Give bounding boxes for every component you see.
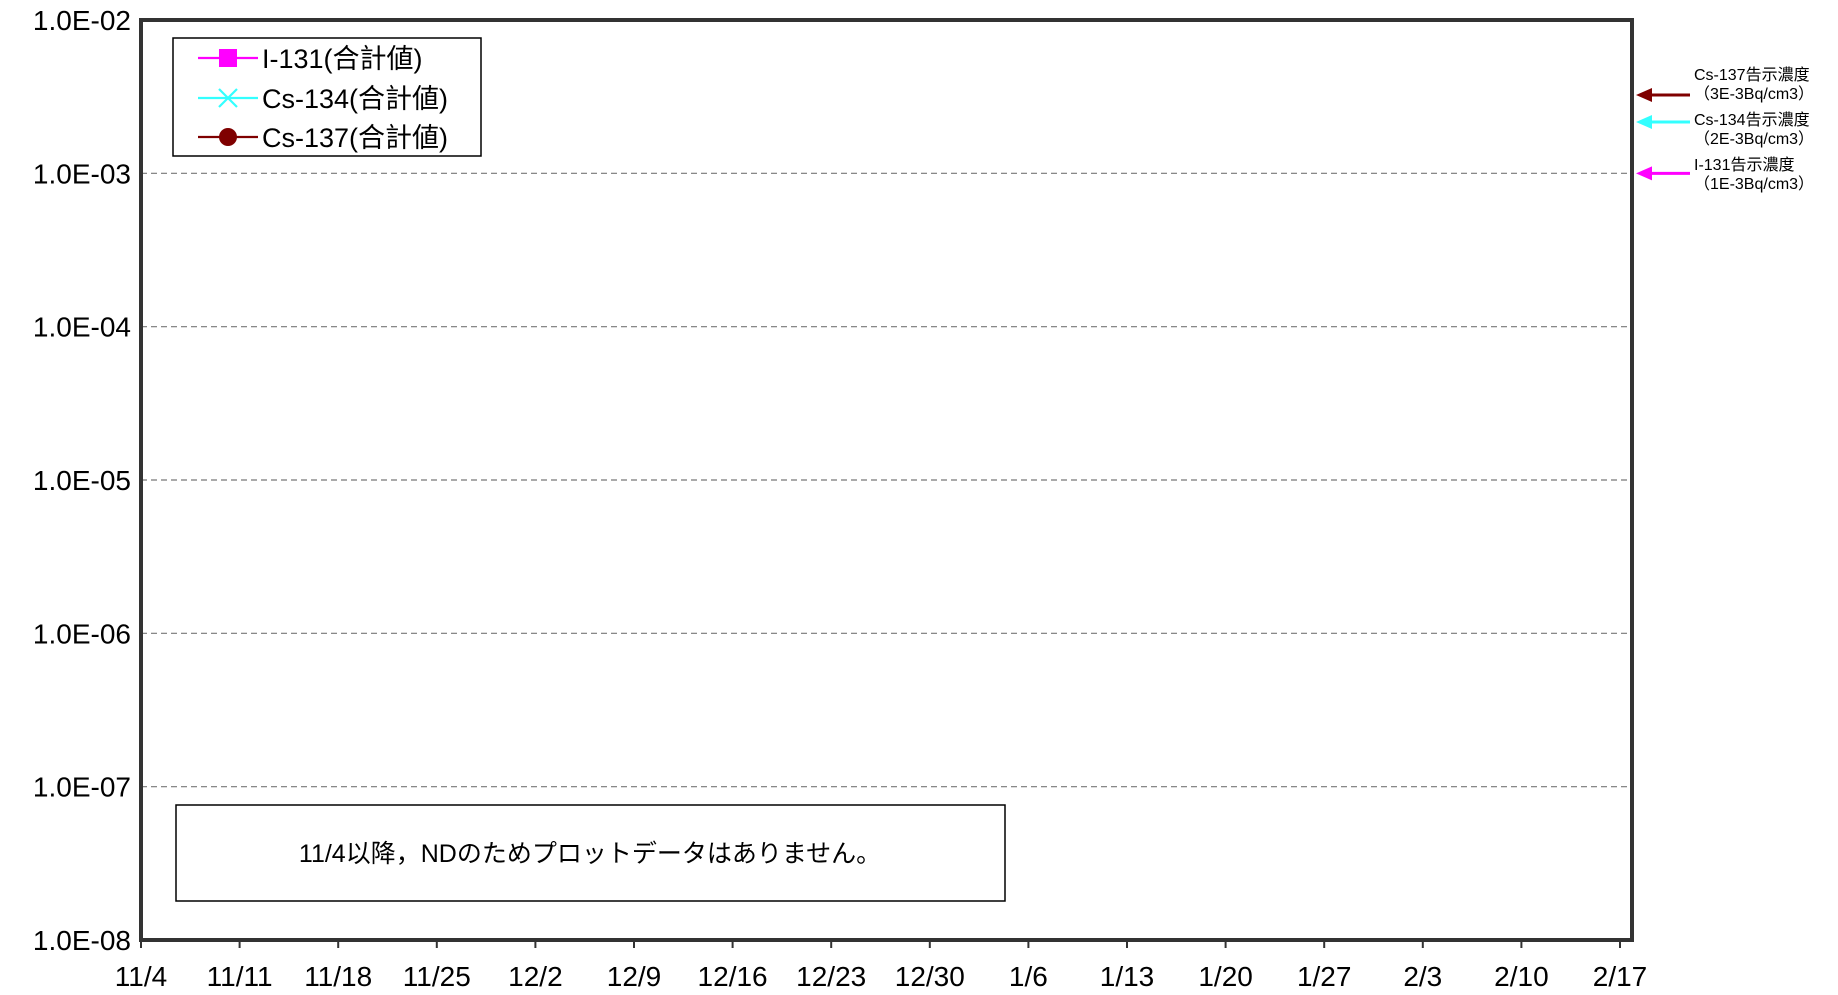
note-box bbox=[175, 804, 1006, 902]
x-tick-label: 11/25 bbox=[403, 961, 471, 992]
x-tick-label: 1/27 bbox=[1297, 961, 1352, 992]
x-tick-label: 12/16 bbox=[698, 961, 768, 992]
reference-label: I-131告示濃度 bbox=[1694, 156, 1794, 174]
reference-arrow-head bbox=[1636, 88, 1652, 102]
x-tick-label: 11/18 bbox=[304, 961, 372, 992]
reference-line-markers: Cs-137告示濃度（3E-3Bq/cm3） Cs-134告示濃度（2E-3Bq/… bbox=[1636, 66, 1814, 193]
reference-label: Cs-134告示濃度 bbox=[1694, 111, 1810, 129]
x-tick-label: 12/9 bbox=[607, 961, 662, 992]
x-tick-label: 1/20 bbox=[1198, 961, 1253, 992]
x-tick-label: 11/4 bbox=[115, 961, 167, 992]
x-tick-label: 1/13 bbox=[1100, 961, 1155, 992]
legend-marker-circle bbox=[219, 128, 237, 146]
legend-label: Cs-137(合計値) bbox=[262, 123, 448, 153]
x-tick-label: 2/10 bbox=[1494, 961, 1549, 992]
x-tick-label: 12/2 bbox=[508, 961, 563, 992]
no-data-note: 11/4以降，NDのためプロットデータはありません。 bbox=[175, 804, 1006, 902]
reference-arrow-head bbox=[1636, 115, 1652, 129]
reference-arrow-head bbox=[1636, 166, 1652, 181]
y-tick-label: 1.0E-07 bbox=[33, 772, 131, 803]
legend-marker-square bbox=[219, 49, 237, 67]
legend-marker-x bbox=[218, 88, 238, 108]
y-tick-label: 1.0E-04 bbox=[33, 312, 131, 343]
y-tick-label: 1.0E-08 bbox=[33, 925, 131, 956]
note-text: 11/4以降，NDのためプロットデータはありません。 bbox=[299, 840, 881, 868]
x-tick-label: 2/3 bbox=[1403, 961, 1442, 992]
y-axis: 1.0E-02 1.0E-03 1.0E-04 1.0E-05 1.0E-06 1.0E-… bbox=[33, 5, 131, 956]
gridlines bbox=[141, 172, 1632, 788]
y-tick-label: 1.0E-06 bbox=[33, 618, 131, 649]
legend-label: Cs-134(合計値) bbox=[262, 84, 448, 114]
legend: I-131(合計値) Cs-134(合計値) Cs-137(合計値) bbox=[172, 37, 482, 157]
plot-area-frame bbox=[139, 18, 1634, 942]
x-tick-label: 2/17 bbox=[1593, 961, 1648, 992]
reference-sublabel: （1E-3Bq/cm3） bbox=[1694, 175, 1814, 193]
x-tick-label: 1/6 bbox=[1009, 961, 1048, 992]
x-tick-label: 12/30 bbox=[895, 961, 965, 992]
y-tick-label: 1.0E-02 bbox=[33, 5, 131, 36]
reference-sublabel: （2E-3Bq/cm3） bbox=[1694, 130, 1814, 148]
x-tick-label: 11/11 bbox=[207, 961, 273, 992]
x-tick-label: 12/23 bbox=[796, 961, 866, 992]
legend-label: I-131(合計値) bbox=[262, 44, 423, 74]
reference-label: Cs-137告示濃度 bbox=[1694, 66, 1810, 84]
y-tick-label: 1.0E-05 bbox=[33, 465, 131, 496]
y-tick-label: 1.0E-03 bbox=[33, 158, 131, 189]
x-axis: 11/4 11/11 11/18 11/25 12/2 12/9 12/16 12/23 12/… bbox=[115, 940, 1647, 992]
reference-sublabel: （3E-3Bq/cm3） bbox=[1694, 85, 1814, 103]
